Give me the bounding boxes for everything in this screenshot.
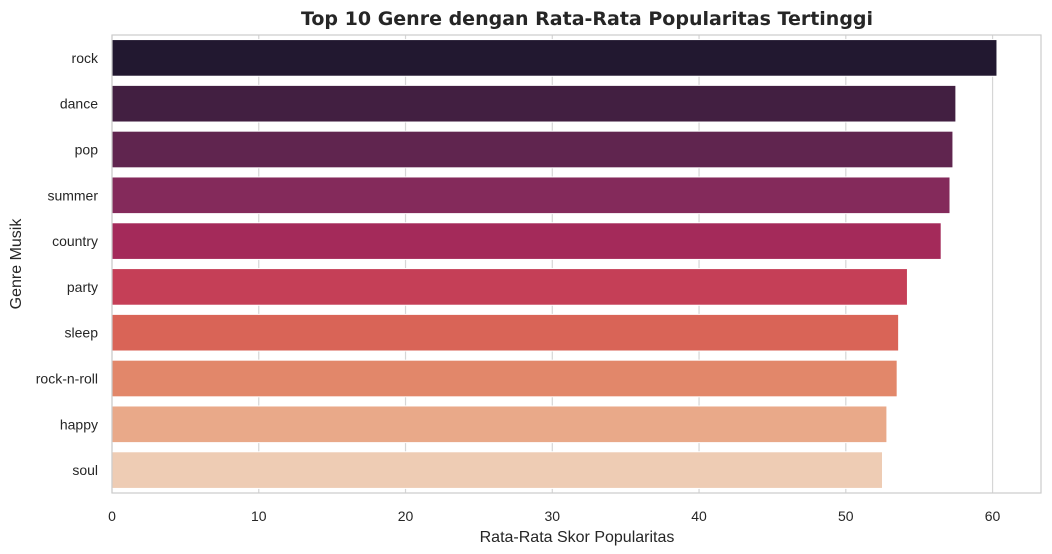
bar-country [111,222,942,260]
bar-party [111,268,908,306]
y-tick-label-rock: rock [72,50,99,66]
chart-title: Top 10 Genre dengan Rata-Rata Popularita… [301,8,873,30]
bar-pop [111,130,954,169]
y-tick-label-summer: summer [47,187,98,203]
bar-rock-n-roll [111,359,898,398]
x-tick-label: 30 [544,508,560,524]
bar-dance [111,84,957,123]
y-tick-label-pop: pop [75,142,99,158]
y-axis-label: Genre Musik [8,218,25,310]
bars [111,39,998,489]
y-tick-labels: rock dance pop summer country party sleep rock-… [36,50,99,478]
bar-sleep [111,313,900,352]
x-tick-label: 10 [251,508,267,524]
bar-summer [111,176,951,215]
x-tick-label: 50 [838,508,854,524]
bar-happy [111,405,888,444]
x-tick-label: 0 [108,508,116,524]
y-tick-label-happy: happy [60,416,98,432]
x-tick-labels: 0 10 20 30 40 50 60 [108,508,1000,524]
y-tick-label-dance: dance [60,96,98,112]
y-tick-label-sleep: sleep [65,325,99,341]
x-tick-label: 60 [985,508,1001,524]
y-tick-label-country: country [52,233,98,249]
bar-rock [111,39,998,77]
y-tick-label-party: party [67,279,98,295]
x-axis-label: Rata-Rata Skor Popularitas [480,529,675,546]
x-tick-label: 20 [398,508,414,524]
x-tick-label: 40 [691,508,707,524]
y-tick-label-rock-n-roll: rock-n-roll [36,371,98,387]
plot-frame [111,34,1042,494]
bar-soul [111,451,883,489]
y-tick-label-soul: soul [72,462,98,478]
